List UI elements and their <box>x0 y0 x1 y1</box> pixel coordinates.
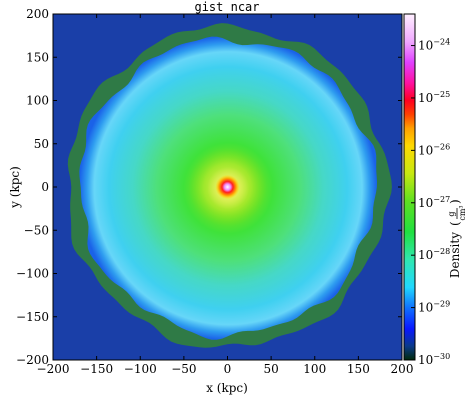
colorbar-label: Density ( g cm³ ) <box>447 199 467 278</box>
colorbar-tick-label: 10−24 <box>418 38 450 53</box>
y-tick-label: −200 <box>16 353 49 367</box>
y-tick-label: −50 <box>24 223 49 237</box>
y-tick-label: 150 <box>26 50 49 64</box>
x-tick-label: 150 <box>347 362 370 376</box>
colorbar-label-prefix: Density <box>448 232 462 278</box>
colorbar-tick-label: 10−27 <box>418 195 450 210</box>
y-tick-label: −100 <box>16 267 49 281</box>
y-tick-label: 100 <box>26 94 49 108</box>
y-tick-label: 200 <box>26 7 49 21</box>
y-tick-label: 50 <box>34 137 49 151</box>
colorbar-label-denominator: cm³ <box>458 205 467 220</box>
x-tick-label: 50 <box>263 362 278 376</box>
y-axis-ticks: −200 −150 −100 −50 0 50 100 150 200 <box>16 7 402 367</box>
x-tick-label: 100 <box>303 362 326 376</box>
x-tick-label: 200 <box>391 362 414 376</box>
x-axis-ticks: −200 −150 −100 −50 0 50 100 150 200 <box>37 14 414 376</box>
chart-title: gist_ncar <box>194 0 259 14</box>
colorbar-tick-label: 10−29 <box>418 300 450 315</box>
colorbar-label-paren-open: ( <box>448 221 462 226</box>
y-tick-label: −150 <box>16 310 49 324</box>
colorbar-tick-label: 10−28 <box>418 247 450 262</box>
colorbar: 10−24 10−25 10−26 10−27 10−28 10−29 10−30 Dens… <box>403 13 467 367</box>
plot-area <box>53 14 402 360</box>
x-tick-label: −100 <box>124 362 157 376</box>
halo-core <box>215 174 240 200</box>
colorbar-label-paren-close: ) <box>448 199 462 204</box>
x-tick-label: −200 <box>37 362 70 376</box>
colorbar-tick-label: 10−30 <box>418 352 450 367</box>
y-tick-label: 0 <box>41 180 49 194</box>
x-tick-label: −150 <box>80 362 113 376</box>
x-axis-label: x (kpc) <box>206 381 248 395</box>
x-tick-label: −50 <box>171 362 196 376</box>
colorbar-label-numerator: g <box>447 211 456 216</box>
svg-text:Density: Density <box>448 232 462 278</box>
colorbar-ticks: 10−24 10−25 10−26 10−27 10−28 10−29 10−30 <box>411 38 450 367</box>
colorbar-tick-label: 10−26 <box>418 142 450 157</box>
colorbar-tick-label: 10−25 <box>418 90 450 105</box>
colorbar-gradient <box>403 13 416 361</box>
x-tick-label: 0 <box>224 362 232 376</box>
y-axis-label: y (kpc) <box>8 166 22 209</box>
